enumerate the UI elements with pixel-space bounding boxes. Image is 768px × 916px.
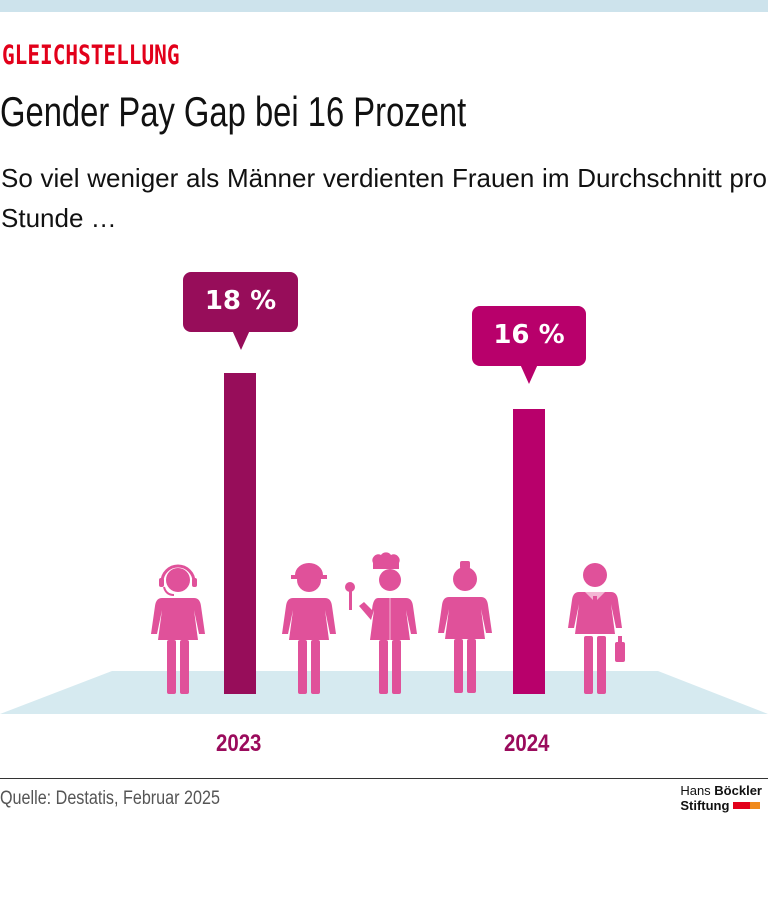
logo-text-hans: Hans [680,783,715,798]
bar-2023 [224,373,256,694]
headset-worker-figure-icon [151,564,205,694]
logo-text-boeckler: Böckler [714,783,762,798]
chart-title: Gender Pay Gap bei 16 Prozent [0,88,467,135]
x-axis-label-2023: 2023 [216,730,262,757]
value-bubble-2024: 16 % [472,306,586,384]
worker-figure-icon [438,561,492,693]
construction-worker-figure-icon [282,563,336,694]
logo-text-stiftung: Stiftung [680,798,730,813]
value-label-2024: 16 % [493,320,565,350]
chef-figure-icon [345,552,417,694]
value-label-2023: 18 % [204,286,277,316]
x-axis-label-2024: 2024 [504,730,550,757]
hans-boeckler-logo: Hans Böckler Stiftung [680,783,762,813]
chart-subtitle: So viel weniger als Männer verdienten Fr… [1,163,767,233]
footer-divider [0,778,768,779]
logo-red-swatch-icon [733,802,751,809]
logo-orange-swatch-icon [750,802,761,809]
bar-2024 [513,409,545,694]
source-note: Quelle: Destatis, Februar 2025 [0,788,220,809]
businesswoman-figure-icon [568,563,625,694]
value-bubble-2023: 18 % [183,272,298,350]
top-accent-bar [0,0,768,12]
kicker-label: GLEICHSTELLUNG [2,40,180,71]
